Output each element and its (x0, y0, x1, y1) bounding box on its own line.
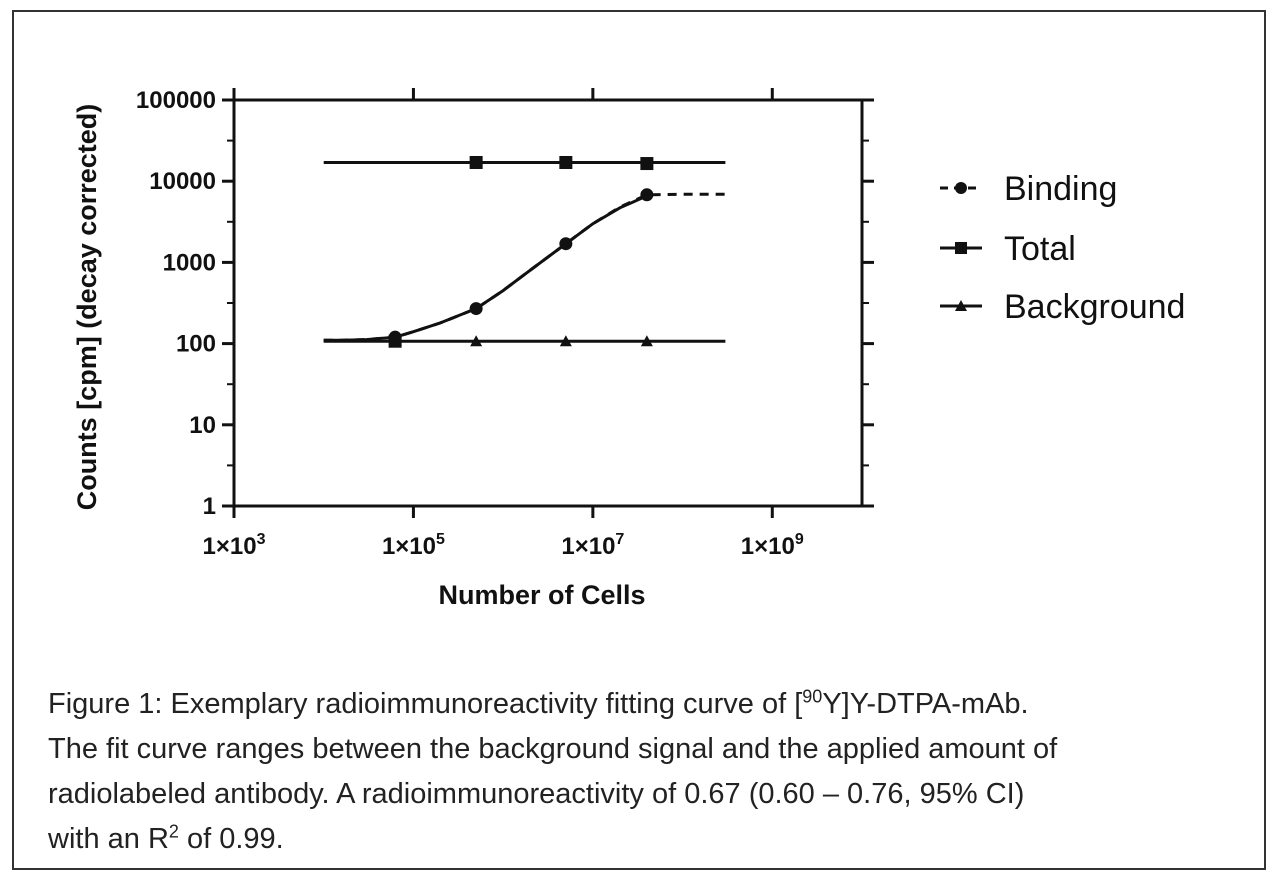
series-lines (323, 161, 726, 343)
caption-isotope-superscript: 90 (802, 686, 823, 707)
total-point (640, 157, 654, 171)
x-tick-label: 1×103 (203, 531, 266, 560)
background-point (640, 335, 653, 347)
legend-total-marker (955, 242, 967, 254)
background-point (559, 335, 572, 347)
fit-curve (323, 194, 648, 342)
caption-line-1-text: Figure 1: Exemplary radioimmunoreactivit… (48, 688, 803, 720)
caption-line-4: with an R2 of 0.99. (48, 817, 1268, 862)
y-tick-label: 1000 (163, 249, 216, 276)
total-point (388, 334, 402, 348)
x-tick-label: 1×109 (741, 531, 804, 560)
caption-line-4-text: with an R (48, 823, 169, 855)
y-axis-title: Counts [cpm] (decay corrected) (72, 104, 102, 511)
axes (232, 98, 864, 508)
caption-line-1-end: Y]Y-DTPA-mAb. (822, 688, 1029, 720)
binding-point (559, 237, 573, 251)
axis-ticks: 1 10 100 1000 10000 100000 1×103 1×105 1×107 1×10… (136, 87, 874, 560)
legend-binding-label: Binding (1004, 170, 1117, 208)
y-tick-label: 1 (203, 493, 216, 520)
figure-caption: Figure 1: Exemplary radioimmunoreactivit… (48, 682, 1268, 862)
total-point (469, 155, 483, 169)
binding-line (323, 192, 726, 342)
background-point (470, 335, 483, 347)
caption-line-4-end: of 0.99. (178, 823, 284, 855)
caption-line-2: The fit curve ranges between the backgro… (48, 733, 1058, 765)
legend-background-marker (955, 300, 967, 311)
legend-total-label: Total (1004, 230, 1076, 268)
caption-line-1: Figure 1: Exemplary radioimmunoreactivit… (48, 682, 1268, 727)
x-axis-title: Number of Cells (438, 580, 645, 610)
legend-background-label: Background (1004, 288, 1185, 326)
legend: Binding Total Background (940, 170, 1185, 326)
chart: 1 10 100 1000 10000 100000 1×103 1×105 1×107 1×10… (72, 87, 1185, 610)
caption-r-squared-superscript: 2 (168, 821, 179, 842)
binding-point (640, 188, 654, 202)
y-tick-label: 100000 (136, 87, 216, 114)
caption-line-3: radiolabeled antibody. A radioimmunoreac… (48, 778, 1025, 810)
legend-binding-marker (955, 182, 967, 194)
x-tick-label: 1×105 (382, 531, 445, 560)
total-point (559, 155, 573, 169)
binding-point (469, 302, 483, 316)
y-tick-label: 10 (189, 412, 216, 439)
x-tick-label: 1×107 (561, 531, 624, 560)
y-tick-label: 10000 (149, 168, 216, 195)
y-tick-label: 100 (176, 331, 216, 358)
figure-frame: 1 10 100 1000 10000 100000 1×103 1×105 1×107 1×10… (12, 10, 1266, 870)
series-markers (388, 155, 654, 348)
